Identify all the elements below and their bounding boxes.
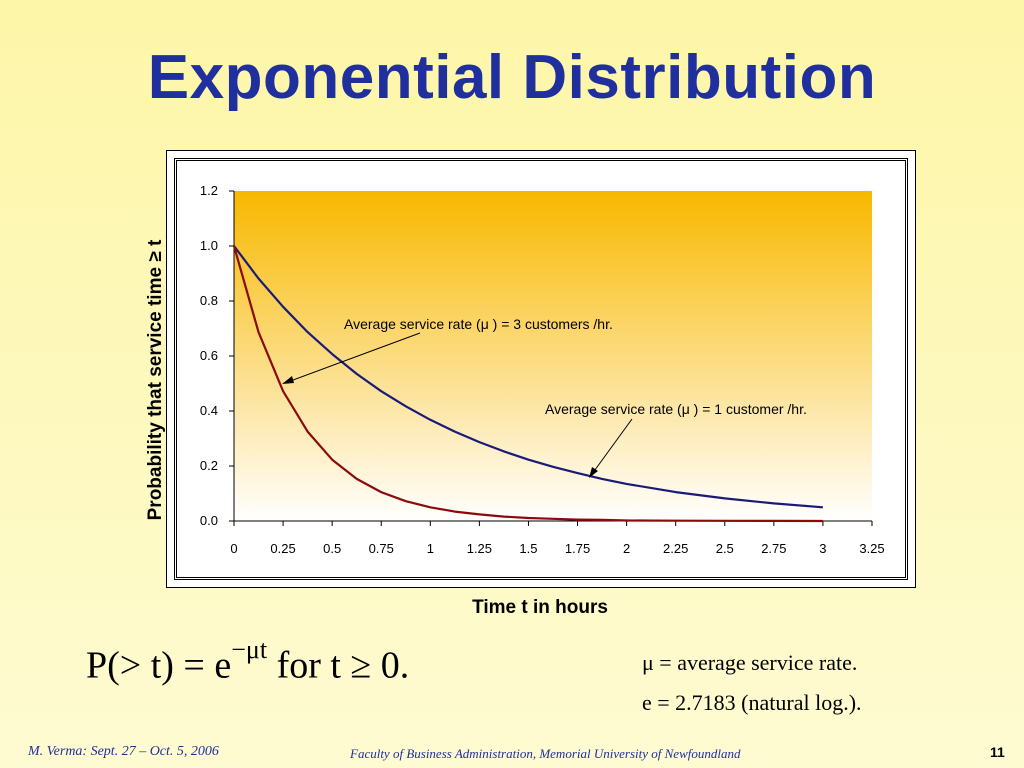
x-tick-label: 2 [623,541,630,556]
annotation-mu1: Average service rate (μ ) = 1 customer /… [545,401,807,417]
x-tick-label: 2.25 [663,541,688,556]
page-number: 11 [990,744,1005,760]
x-tick-label: 0.5 [323,541,341,556]
y-tick-label: 0.2 [200,458,218,473]
x-tick-label: 2.75 [761,541,786,556]
formula-exponent: −μt [231,635,268,664]
formula-rhs: for t ≥ 0. [267,644,410,687]
plot-area [234,191,872,521]
x-tick-label: 2.5 [716,541,734,556]
arrow-line-mu1 [591,418,633,475]
series-line-0 [233,245,823,509]
x-tick-label: 0 [230,541,237,556]
x-axis-label-text: Time t in hours [472,597,608,618]
y-tick-label: 0.0 [200,513,218,528]
x-tick-label: 1.5 [519,541,537,556]
x-tick-label: 3 [819,541,826,556]
y-tick-label: 0.6 [200,348,218,363]
x-tick-label: 0.75 [369,541,394,556]
x-tick-label: 1 [427,541,434,556]
x-tick-label: 0.25 [270,541,295,556]
arrowhead-mu3 [282,376,294,384]
annotation-mu3: Average service rate (μ ) = 3 customers … [344,316,613,332]
y-tick-label: 1.0 [200,238,218,253]
slide-title: Exponential Distribution [147,43,877,112]
footer-author: M. Verma: Sept. 27 – Oct. 5, 2006 [28,744,219,759]
exponential-formula: P(> t) = e−μt for t ≥ 0. [86,635,410,688]
arrowhead-mu1 [589,467,598,478]
x-tick-label: 1.75 [565,541,590,556]
definitions: μ = average service rate. e = 2.7183 (na… [642,650,862,730]
definition-mu: μ = average service rate. [642,650,858,675]
x-axis-label: Time t in hours [340,597,740,619]
series-line-1 [232,245,823,523]
arrow-line-mu3 [284,332,421,384]
y-axis-label: Probability that service time ≥ t [145,239,166,521]
x-tick-label: 3.25 [859,541,884,556]
footer-institution: Faculty of Business Administration, Memo… [350,746,741,761]
y-tick-label: 1.2 [200,183,218,198]
definition-e: e = 2.7183 (natural log.). [642,690,862,715]
formula-lhs: P(> t) = e [86,644,232,687]
x-tick-label: 1.25 [467,541,492,556]
y-tick-label: 0.4 [200,403,218,418]
y-tick-label: 0.8 [200,293,218,308]
